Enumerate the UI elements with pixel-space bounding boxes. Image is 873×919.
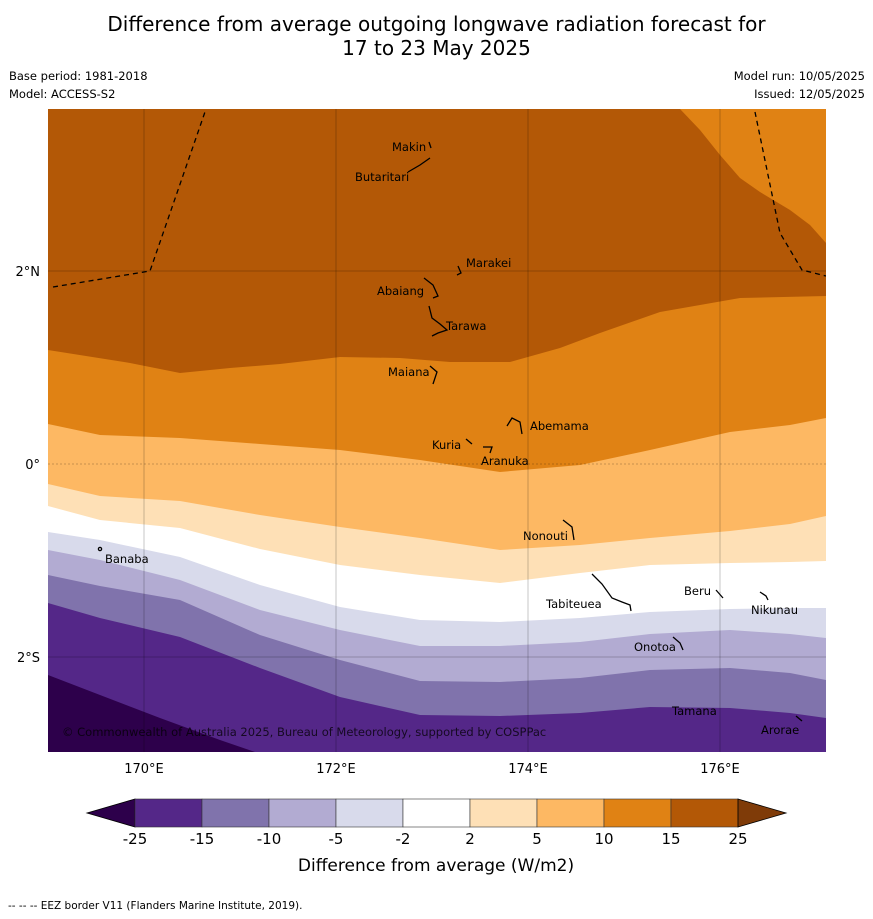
eez-border xyxy=(52,109,826,288)
colorbar-tick-label: -5 xyxy=(329,830,344,848)
colorbar-tick-label: -2 xyxy=(396,830,411,848)
place-label-kuria: Kuria xyxy=(432,438,461,452)
map-title-line1: Difference from average outgoing longwav… xyxy=(107,12,766,36)
place-label-arorae: Arorae xyxy=(761,723,799,737)
colorbar: -25 -15 -10 -5 -2 2 5 10 15 25 xyxy=(85,798,788,848)
lat-label-2s: 2°S xyxy=(17,651,40,666)
colorbar-tick-label: -25 xyxy=(123,830,148,848)
colorbar-tick-label: 15 xyxy=(661,830,680,848)
lon-label-170e: 170°E xyxy=(124,762,164,777)
lat-label-2n: 2°N xyxy=(16,265,41,280)
place-label-maiana: Maiana xyxy=(388,365,430,379)
colorbar-segment xyxy=(670,798,739,828)
model-name: Model: ACCESS-S2 xyxy=(9,87,116,101)
place-label-abemama: Abemama xyxy=(530,419,589,433)
place-label-tarawa: Tarawa xyxy=(445,319,486,333)
copyright-notice: © Commonwealth of Australia 2025, Bureau… xyxy=(62,725,546,739)
place-label-nonouti: Nonouti xyxy=(523,529,568,543)
map-title-line2: 17 to 23 May 2025 xyxy=(342,36,531,60)
colorbar-segment xyxy=(469,798,538,828)
eez-footnote: -- -- -- EEZ border V11 (Flanders Marine… xyxy=(8,900,303,912)
model-run: Model run: 10/05/2025 xyxy=(733,69,865,83)
lon-label-174e: 174°E xyxy=(508,762,548,777)
colorbar-extend-low xyxy=(85,798,136,828)
colorbar-extend-high xyxy=(737,798,788,828)
place-label-butaritari: Butaritari xyxy=(355,170,409,184)
issued-date: Issued: 12/05/2025 xyxy=(754,87,865,101)
colorbar-segment xyxy=(335,798,404,828)
colorbar-tick-label: 5 xyxy=(532,830,542,848)
colorbar-segment xyxy=(201,798,270,828)
band-below-neg25 xyxy=(48,675,255,752)
lon-label-176e: 176°E xyxy=(700,762,740,777)
colorbar-tick-label: 2 xyxy=(465,830,475,848)
place-label-banaba: Banaba xyxy=(105,552,149,566)
place-label-aranuka: Aranuka xyxy=(481,454,529,468)
colorbar-label: Difference from average (W/m2) xyxy=(298,856,574,876)
colorbar-tick-label: 25 xyxy=(728,830,747,848)
island-outlines xyxy=(97,141,803,722)
graticule xyxy=(48,109,826,752)
place-label-tabiteuea: Tabiteuea xyxy=(545,597,602,611)
place-label-onotoa: Onotoa xyxy=(634,640,676,654)
colorbar-segment xyxy=(603,798,672,828)
base-period: Base period: 1981-2018 xyxy=(9,69,148,83)
band-neg-15-25 xyxy=(48,603,826,752)
place-label-abaiang: Abaiang xyxy=(377,284,424,298)
colorbar-tick-label: -10 xyxy=(257,830,282,848)
colorbar-tick-label: 10 xyxy=(594,830,613,848)
place-label-makin: Makin xyxy=(392,140,426,154)
lon-label-172e: 172°E xyxy=(316,762,356,777)
colorbar-segment xyxy=(402,798,471,828)
contour-field: Makin Butaritari Marakei Abaiang Tarawa … xyxy=(48,109,826,752)
lat-label-0: 0° xyxy=(25,458,40,473)
colorbar-segment xyxy=(536,798,605,828)
colorbar-segment xyxy=(268,798,337,828)
colorbar-segment xyxy=(134,798,203,828)
colorbar-tick-label: -15 xyxy=(190,830,215,848)
band-15-25 xyxy=(48,109,826,373)
place-label-nikunau: Nikunau xyxy=(751,603,798,617)
place-label-tamana: Tamana xyxy=(671,704,717,718)
place-label-marakei: Marakei xyxy=(466,256,511,270)
place-label-beru: Beru xyxy=(684,584,711,598)
